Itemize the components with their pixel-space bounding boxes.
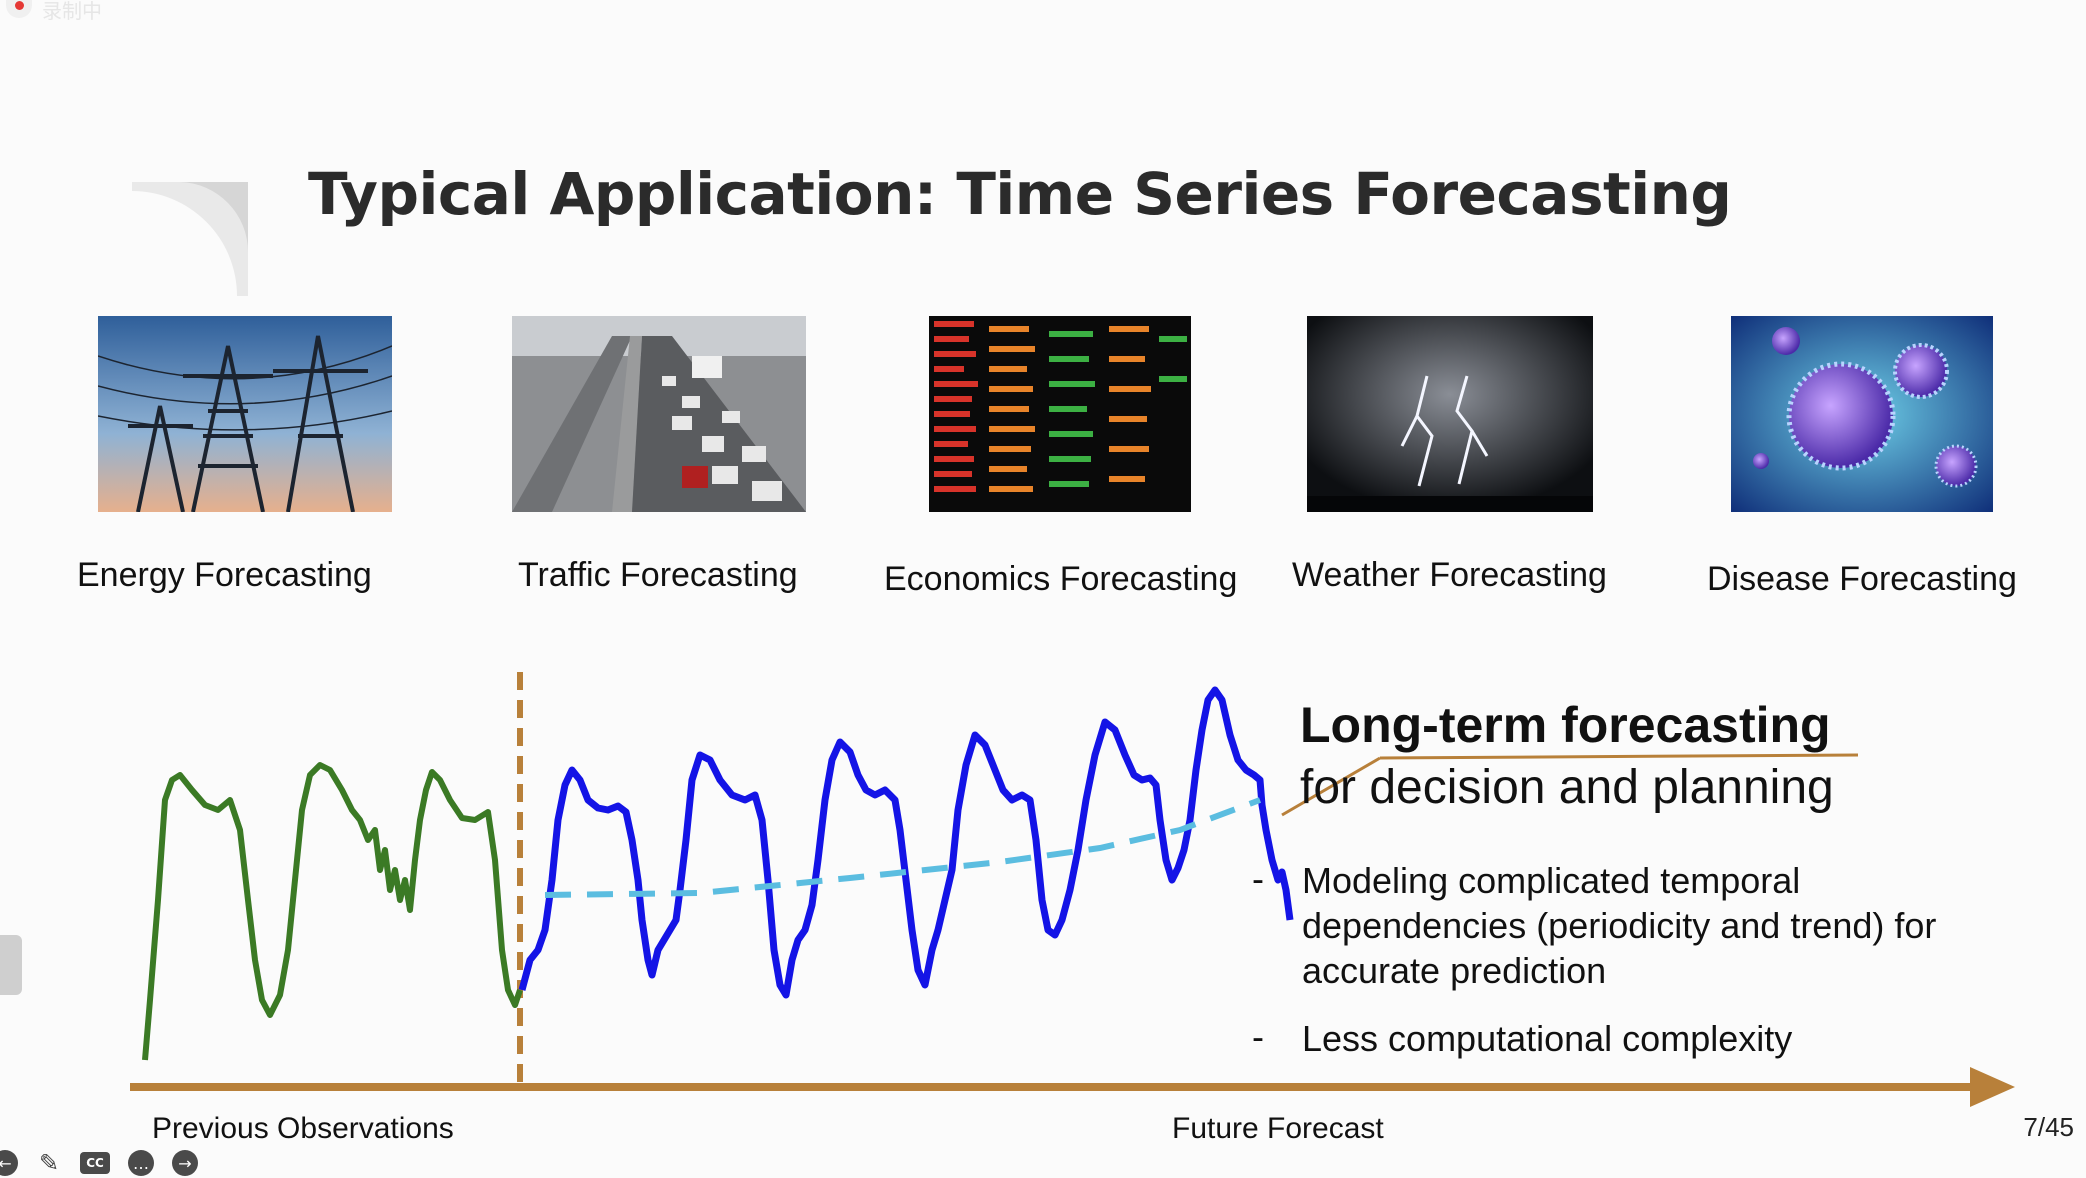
previous-observations-label: Previous Observations bbox=[152, 1112, 454, 1145]
presenter-toolbar: ← ✎ CC … → bbox=[0, 1148, 198, 1178]
virus-icon bbox=[1731, 316, 1993, 512]
more-icon[interactable]: … bbox=[128, 1150, 154, 1176]
pen-icon[interactable]: ✎ bbox=[38, 1149, 60, 1177]
power-tower-icon bbox=[98, 316, 392, 512]
bullet-text: Modeling complicated temporal dependenci… bbox=[1302, 860, 1937, 991]
forecast-series-line bbox=[518, 686, 1294, 999]
trend-line bbox=[544, 797, 1262, 898]
record-icon bbox=[6, 0, 32, 18]
app-label-economics: Economics Forecasting bbox=[884, 560, 1238, 598]
stock-board-icon bbox=[929, 316, 1191, 512]
weather-image bbox=[1307, 316, 1593, 512]
long-term-title: Long-term forecasting bbox=[1300, 697, 1831, 753]
side-panel-handle[interactable] bbox=[0, 935, 22, 995]
long-term-subtitle: for decision and planning bbox=[1300, 761, 1834, 814]
next-icon[interactable]: → bbox=[172, 1150, 198, 1176]
app-label-disease: Disease Forecasting bbox=[1707, 560, 2017, 598]
callout-underline bbox=[1379, 753, 1859, 760]
future-forecast-label: Future Forecast bbox=[1172, 1112, 1384, 1145]
app-label-weather: Weather Forecasting bbox=[1292, 556, 1607, 594]
observed-series-line bbox=[142, 762, 523, 1061]
cc-icon[interactable]: CC bbox=[80, 1152, 110, 1174]
economics-image bbox=[929, 316, 1191, 512]
time-axis-arrowhead bbox=[1970, 1067, 2015, 1107]
forecast-illustration bbox=[130, 672, 2015, 1107]
back-icon[interactable]: ← bbox=[0, 1150, 18, 1176]
app-label-traffic: Traffic Forecasting bbox=[518, 556, 798, 594]
callout-line bbox=[1281, 756, 1381, 817]
bullet-dash: - bbox=[1252, 858, 1264, 899]
bullet-text: Less computational complexity bbox=[1302, 1018, 1793, 1059]
disease-image bbox=[1731, 316, 1993, 512]
slide-title: Typical Application: Time Series Forecas… bbox=[308, 160, 1732, 228]
highway-traffic-icon bbox=[512, 316, 806, 512]
energy-image bbox=[98, 316, 392, 512]
lightning-icon bbox=[1307, 316, 1593, 512]
traffic-image bbox=[512, 316, 806, 512]
bullet-dash: - bbox=[1252, 1016, 1264, 1057]
slide-corner-decoration bbox=[132, 182, 248, 296]
app-label-energy: Energy Forecasting bbox=[77, 556, 372, 594]
page-number: 7/45 bbox=[2023, 1112, 2074, 1142]
recording-indicator: 录制中 bbox=[6, 0, 102, 23]
recording-label: 录制中 bbox=[42, 0, 102, 23]
